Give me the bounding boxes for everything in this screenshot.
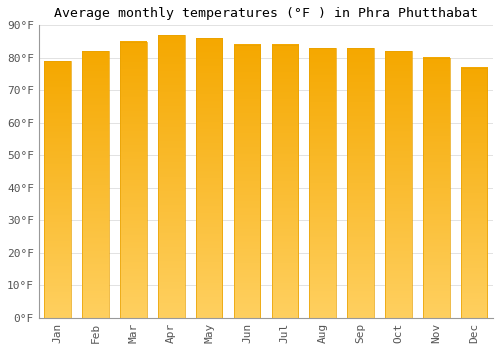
Bar — [461, 68, 487, 318]
Bar — [44, 61, 71, 318]
Bar — [158, 35, 184, 318]
Bar — [82, 51, 109, 318]
Title: Average monthly temperatures (°F ) in Phra Phutthabat: Average monthly temperatures (°F ) in Ph… — [54, 7, 478, 20]
Bar — [310, 48, 336, 318]
Bar — [348, 48, 374, 318]
Bar — [234, 45, 260, 318]
Bar — [196, 38, 222, 318]
Bar — [272, 45, 298, 318]
Bar — [120, 42, 146, 318]
Bar — [385, 51, 411, 318]
Bar — [423, 58, 450, 318]
